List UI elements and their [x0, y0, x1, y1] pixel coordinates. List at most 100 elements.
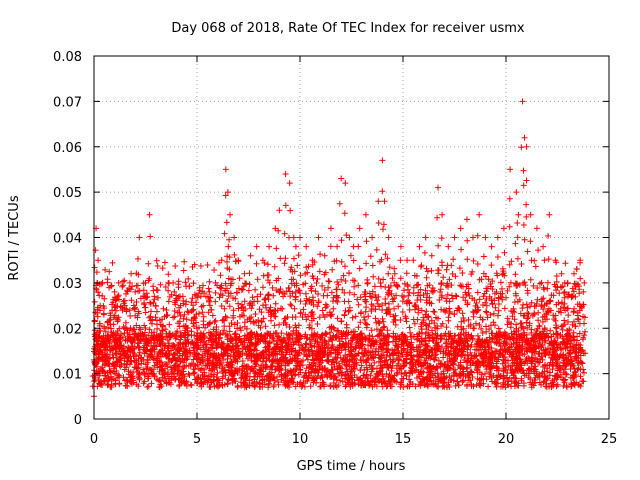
data-point — [147, 233, 154, 240]
data-point — [154, 287, 161, 294]
data-point — [193, 356, 200, 363]
data-point — [276, 288, 283, 295]
data-point — [136, 375, 143, 382]
data-point — [297, 298, 304, 305]
data-point — [107, 336, 113, 343]
data-point — [150, 334, 157, 341]
data-point — [180, 297, 187, 304]
data-point — [130, 369, 137, 376]
data-point — [577, 373, 584, 380]
data-point — [196, 284, 203, 291]
data-point — [280, 353, 287, 360]
data-point — [306, 296, 313, 303]
data-point — [229, 372, 236, 378]
data-point — [171, 343, 177, 349]
data-point — [457, 334, 464, 341]
y-tick-label: 0.07 — [53, 95, 82, 110]
data-point — [560, 304, 567, 311]
data-point — [379, 157, 386, 164]
data-point — [513, 353, 520, 360]
data-point — [91, 264, 98, 271]
data-point — [460, 315, 467, 321]
data-point — [519, 305, 526, 312]
data-point — [225, 376, 232, 383]
data-point — [246, 315, 253, 322]
data-point — [452, 382, 459, 389]
data-point — [407, 379, 414, 385]
data-point — [143, 365, 150, 372]
data-point — [379, 188, 386, 195]
data-point — [401, 280, 408, 287]
data-point — [232, 340, 239, 347]
data-point — [415, 369, 422, 376]
data-point — [140, 366, 147, 373]
data-point — [362, 211, 369, 218]
data-point — [238, 382, 245, 389]
data-point — [296, 342, 303, 348]
data-point — [459, 379, 466, 385]
data-point — [235, 285, 242, 292]
data-point — [370, 273, 377, 280]
data-point — [306, 324, 313, 331]
data-point — [137, 326, 144, 333]
data-point — [558, 346, 565, 353]
data-point — [405, 292, 412, 299]
data-point — [442, 308, 449, 315]
data-point — [377, 362, 384, 369]
data-point — [219, 292, 226, 299]
data-point — [345, 298, 352, 305]
data-point — [493, 360, 500, 367]
data-point — [316, 268, 323, 275]
data-point — [343, 321, 350, 328]
data-point — [93, 269, 100, 276]
data-point — [113, 368, 120, 374]
data-point — [218, 285, 225, 292]
data-point — [274, 351, 281, 358]
data-point — [246, 281, 253, 288]
data-point — [499, 360, 506, 367]
data-point — [500, 367, 507, 374]
data-point — [501, 305, 508, 312]
data-point — [505, 363, 512, 369]
data-point — [568, 337, 575, 344]
data-point — [462, 352, 468, 359]
data-point — [561, 289, 568, 295]
data-point — [297, 272, 304, 279]
data-point — [381, 323, 388, 330]
data-point — [297, 333, 304, 340]
data-point — [158, 359, 165, 366]
data-point — [183, 379, 190, 386]
data-point — [175, 341, 182, 348]
data-point — [472, 302, 479, 309]
data-point — [448, 282, 455, 289]
data-point — [311, 343, 318, 349]
data-point — [423, 380, 430, 387]
data-point — [480, 293, 487, 300]
data-point — [246, 270, 253, 277]
data-point — [225, 243, 232, 250]
data-point — [430, 308, 437, 315]
data-point — [421, 359, 428, 366]
data-point — [552, 317, 559, 324]
data-point — [213, 359, 220, 366]
data-point — [221, 323, 228, 330]
data-point — [405, 342, 412, 349]
data-point — [131, 334, 138, 341]
data-point — [451, 234, 458, 241]
data-point — [136, 234, 143, 241]
data-point — [552, 373, 558, 380]
data-point — [559, 326, 566, 333]
data-point — [284, 347, 291, 354]
data-point — [440, 274, 447, 281]
data-point — [581, 279, 588, 286]
data-point — [399, 375, 405, 382]
data-point — [97, 281, 103, 288]
data-point — [512, 240, 519, 247]
data-point — [437, 289, 444, 295]
data-point — [176, 309, 183, 316]
data-point — [540, 363, 546, 370]
data-point — [357, 338, 364, 345]
data-point — [426, 352, 433, 359]
data-point — [524, 304, 531, 311]
data-point — [319, 357, 326, 364]
